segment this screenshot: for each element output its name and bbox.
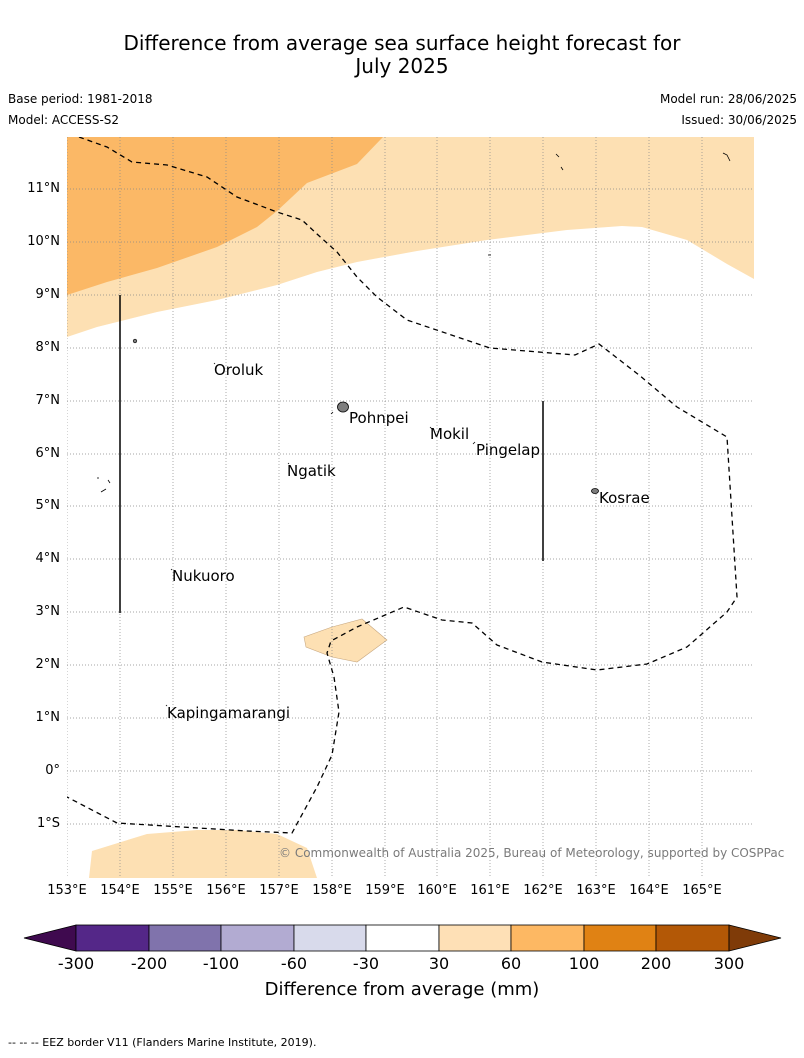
- place-label-oroluk: Oroluk: [214, 361, 264, 379]
- lat-label: 10°N: [27, 234, 60, 249]
- anomaly-region-30-60-central: [303, 618, 388, 663]
- colorbar-tick: -200: [130, 954, 168, 973]
- lon-label: 161°E: [470, 883, 510, 898]
- colorbar-tick: 200: [640, 954, 672, 973]
- colorbar-title: Difference from average (mm): [264, 979, 540, 1000]
- place-label-mokil: Mokil: [430, 425, 470, 443]
- model-run: Model run: 28/06/2025: [659, 92, 797, 106]
- colorbar-segment: [220, 924, 295, 952]
- lon-label: 158°E: [312, 883, 352, 898]
- colorbar-tick: 300: [713, 954, 745, 973]
- lat-label: 3°N: [35, 604, 61, 619]
- colorbar-tick: -300: [57, 954, 95, 973]
- pohnpei-island: [337, 401, 349, 413]
- kosrae-island: [591, 488, 599, 494]
- lat-label: 8°N: [35, 340, 61, 355]
- lat-label: 11°N: [27, 181, 60, 196]
- lon-label: 157°E: [259, 883, 299, 898]
- anomaly-region-30-60-south: [89, 830, 317, 878]
- lon-label: 164°E: [629, 883, 669, 898]
- colorbar-tick: 60: [500, 954, 522, 973]
- eez-border: [67, 137, 738, 834]
- lat-label: 1°S: [36, 816, 60, 831]
- lon-label: 165°E: [682, 883, 722, 898]
- colorbar-extend-low: [23, 924, 77, 952]
- map-canvas: [67, 137, 754, 878]
- colorbar-tick: -30: [352, 954, 380, 973]
- copyright-notice: © Commonwealth of Australia 2025, Bureau…: [279, 846, 785, 860]
- colorbar-tick: -100: [202, 954, 240, 973]
- place-label-pohnpei: Pohnpei: [349, 409, 409, 427]
- colorbar-tick: -60: [280, 954, 308, 973]
- lat-label: 7°N: [35, 393, 61, 408]
- anomaly-region-60-100-north: [67, 137, 383, 295]
- lat-label: 4°N: [35, 551, 61, 566]
- colorbar-segment: [510, 924, 585, 952]
- lat-label: 9°N: [35, 287, 61, 302]
- lon-label: 155°E: [153, 883, 193, 898]
- lon-label: 163°E: [576, 883, 616, 898]
- lat-label: 1°N: [35, 710, 61, 725]
- colorbar-segment: [148, 924, 222, 952]
- footer-note: -- -- -- EEZ border V11 (Flanders Marine…: [8, 1036, 317, 1049]
- colorbar-segment: [655, 924, 730, 952]
- colorbar-segment: [293, 924, 367, 952]
- page-title: Difference from average sea surface heig…: [123, 31, 681, 78]
- lat-label: 0°: [45, 763, 60, 778]
- model-name: Model: ACCESS-S2: [8, 113, 120, 127]
- lon-label: 162°E: [523, 883, 563, 898]
- lat-label: 6°N: [35, 446, 61, 461]
- colorbar-segment: [75, 924, 150, 952]
- atoll-marks: [97, 152, 731, 707]
- lon-label: 159°E: [365, 883, 405, 898]
- colorbar-extend-high: [728, 924, 782, 952]
- colorbar-segment: [365, 924, 440, 952]
- colorbar-segment: [438, 924, 512, 952]
- colorbar-tick: 100: [568, 954, 600, 973]
- lon-label: 153°E: [47, 883, 87, 898]
- lon-label: 156°E: [206, 883, 246, 898]
- small-island: [132, 338, 138, 344]
- place-label-pingelap: Pingelap: [476, 441, 541, 459]
- colorbar-segment: [583, 924, 657, 952]
- lon-label: 160°E: [417, 883, 457, 898]
- place-label-nukuoro: Nukuoro: [172, 567, 235, 585]
- lat-label: 5°N: [35, 498, 61, 513]
- forecast-map: [67, 137, 754, 878]
- lon-label: 154°E: [100, 883, 140, 898]
- place-label-kapingamarangi: Kapingamarangi: [167, 704, 291, 722]
- graticule: [67, 137, 754, 878]
- colorbar: [23, 924, 782, 952]
- place-label-ngatik: Ngatik: [287, 462, 336, 480]
- colorbar-tick: 30: [428, 954, 450, 973]
- lat-label: 2°N: [35, 657, 61, 672]
- place-label-kosrae: Kosrae: [599, 489, 650, 507]
- base-period: Base period: 1981-2018: [8, 92, 153, 106]
- issued-date: Issued: 30/06/2025: [681, 113, 797, 127]
